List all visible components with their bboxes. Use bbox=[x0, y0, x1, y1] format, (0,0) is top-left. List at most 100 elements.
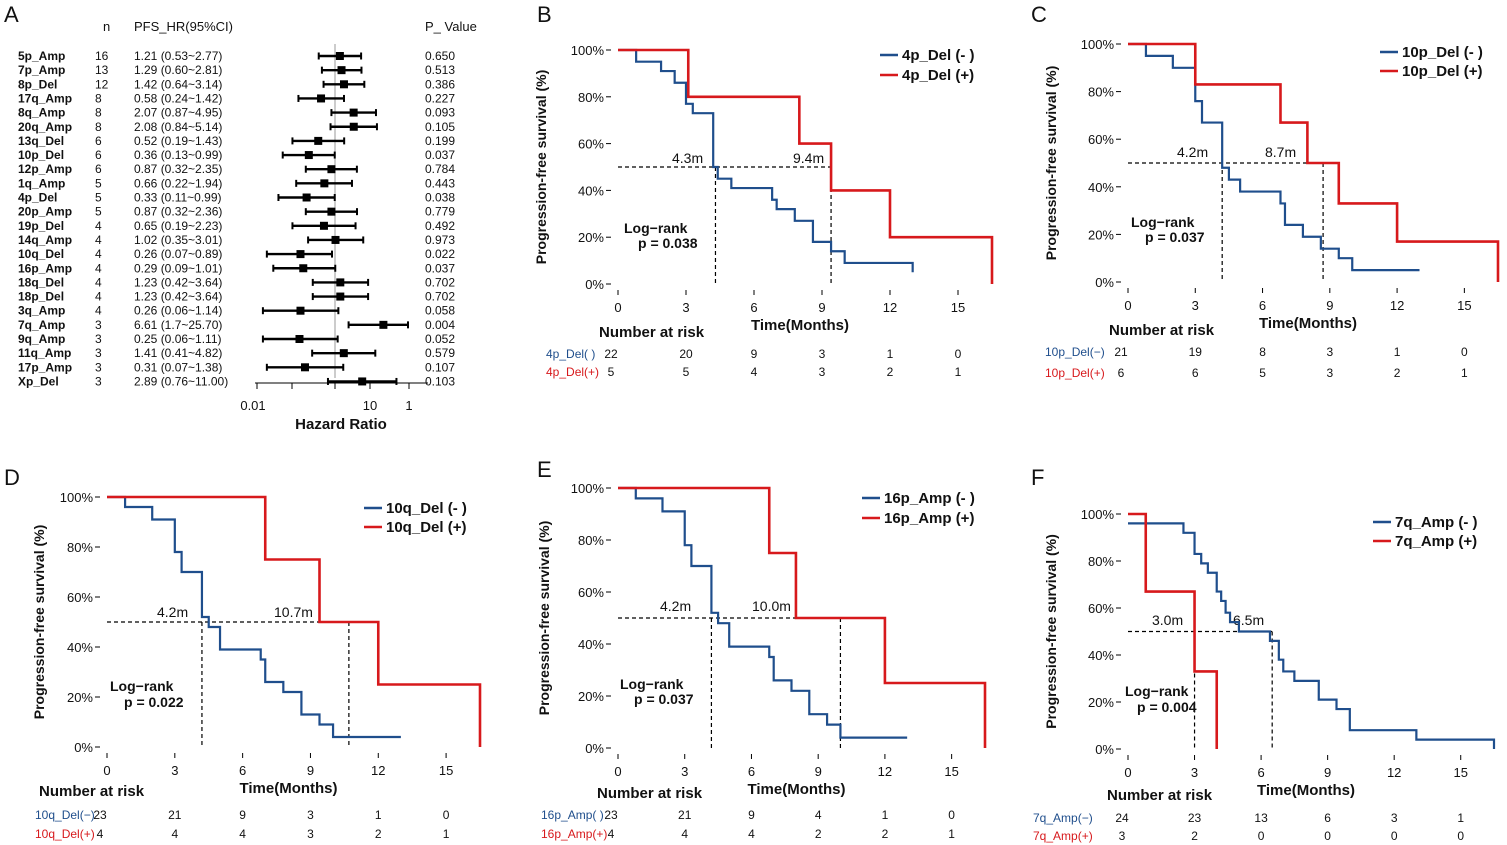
forest-point-estimate bbox=[337, 66, 346, 75]
km-y-tick-label: 80% bbox=[67, 540, 93, 555]
forest-header-hr: PFS_HR(95%CI) bbox=[134, 19, 233, 34]
km-legend-label: 10q_Del (+) bbox=[386, 519, 466, 536]
km-curve-negative bbox=[1128, 42, 1420, 272]
km-risk-value: 0 bbox=[1324, 829, 1331, 843]
km-median-label: 4.2m bbox=[660, 598, 691, 614]
km-median-label: 6.5m bbox=[1233, 612, 1264, 628]
km-logrank-pvalue: p = 0.022 bbox=[124, 694, 184, 710]
forest-row-n: 4 bbox=[95, 261, 102, 275]
km-y-tick-label: 20% bbox=[578, 689, 604, 704]
km-risk-row-label: 4p_Del(+) bbox=[546, 365, 599, 379]
forest-row-n: 5 bbox=[95, 176, 102, 190]
forest-row-p: 0.973 bbox=[425, 233, 455, 247]
forest-point-estimate bbox=[299, 264, 308, 273]
forest-row-name: 14q_Amp bbox=[18, 233, 72, 247]
forest-row-p: 0.052 bbox=[425, 332, 455, 346]
km-x-tick-label: 15 bbox=[944, 764, 958, 779]
km-risk-value: 0 bbox=[1461, 345, 1468, 359]
forest-row-name: 17q_Amp bbox=[18, 91, 72, 105]
km-x-tick-label: 15 bbox=[951, 300, 965, 315]
km-x-tick-label: 12 bbox=[883, 300, 897, 315]
km-logrank-title: Log−rank bbox=[624, 220, 688, 236]
km-x-tick-label: 6 bbox=[748, 764, 755, 779]
forest-row-p: 0.227 bbox=[425, 91, 455, 105]
forest-point-estimate bbox=[331, 235, 340, 244]
forest-row-hr: 6.61 (1.7~25.70) bbox=[134, 318, 222, 332]
km-y-tick-label: 40% bbox=[67, 640, 93, 655]
km-risk-value: 8 bbox=[1259, 345, 1266, 359]
km-y-tick-label: 0% bbox=[585, 741, 604, 756]
km-risk-value: 4 bbox=[97, 827, 104, 841]
forest-row-p: 0.702 bbox=[425, 275, 455, 289]
km-risk-value: 20 bbox=[679, 347, 693, 361]
km-y-axis-title: Progression-free survival (%) bbox=[1043, 534, 1059, 729]
forest-row-p: 0.037 bbox=[425, 261, 455, 275]
forest-row-name: 9q_Amp bbox=[18, 332, 65, 346]
forest-row-n: 16 bbox=[95, 49, 109, 63]
km-x-tick-label: 0 bbox=[614, 764, 621, 779]
panel-label: F bbox=[1031, 465, 1044, 490]
km-y-tick-label: 40% bbox=[578, 637, 604, 652]
km-y-axis-title: Progression-free survival (%) bbox=[533, 70, 549, 265]
forest-header-n: n bbox=[103, 19, 110, 34]
forest-row-n: 4 bbox=[95, 275, 102, 289]
km-risk-row-label: 10p_Del(−) bbox=[1045, 345, 1105, 359]
km-risk-value: 0 bbox=[955, 347, 962, 361]
forest-row-name: 16p_Amp bbox=[18, 261, 72, 275]
forest-row-p: 0.513 bbox=[425, 63, 455, 77]
km-y-axis-title: Progression-free survival (%) bbox=[31, 525, 47, 720]
km-curve-positive bbox=[618, 48, 994, 284]
km-risk-value: 3 bbox=[1391, 811, 1398, 825]
km-median-label: 3.0m bbox=[1152, 612, 1183, 628]
forest-row-p: 0.579 bbox=[425, 346, 455, 360]
km-risk-value: 3 bbox=[1326, 345, 1333, 359]
forest-row-hr: 0.26 (0.07~0.89) bbox=[134, 247, 222, 261]
km-risk-row-label: 10q_Del(+) bbox=[35, 827, 95, 841]
km-risk-value: 1 bbox=[443, 827, 450, 841]
km-median-label: 10.7m bbox=[274, 604, 313, 620]
forest-row-name: 13q_Del bbox=[18, 134, 64, 148]
km-legend-label: 4p_Del (- ) bbox=[902, 47, 975, 64]
forest-row-name: 7p_Amp bbox=[18, 63, 65, 77]
km-legend-label: 4p_Del (+) bbox=[902, 67, 974, 84]
km-risk-value: 4 bbox=[171, 827, 178, 841]
km-curve-positive bbox=[618, 486, 987, 748]
km-risk-value: 6 bbox=[1192, 366, 1199, 380]
km-legend-label: 10p_Del (- ) bbox=[1402, 44, 1483, 61]
km-legend-label: 7q_Amp (- ) bbox=[1395, 514, 1478, 531]
forest-point-estimate bbox=[349, 122, 358, 131]
forest-row-p: 0.022 bbox=[425, 247, 455, 261]
km-risk-value: 1 bbox=[955, 365, 962, 379]
km-x-axis-title: Time(Months) bbox=[1259, 315, 1357, 332]
km-y-tick-label: 20% bbox=[1088, 695, 1114, 710]
km-y-tick-label: 80% bbox=[1088, 85, 1114, 100]
km-risk-value: 4 bbox=[681, 827, 688, 841]
km-risk-value: 3 bbox=[1326, 366, 1333, 380]
forest-row-name: Xp_Del bbox=[18, 374, 59, 388]
km-risk-value: 0 bbox=[1391, 829, 1398, 843]
forest-point-estimate bbox=[317, 94, 326, 103]
forest-row-p: 0.702 bbox=[425, 290, 455, 304]
forest-row-n: 3 bbox=[95, 374, 102, 388]
km-risk-value: 3 bbox=[307, 827, 314, 841]
km-logrank-pvalue: p = 0.037 bbox=[1145, 229, 1205, 245]
forest-row-p: 0.105 bbox=[425, 120, 455, 134]
forest-row-name: 7q_Amp bbox=[18, 318, 65, 332]
km-x-axis-title: Time(Months) bbox=[239, 780, 337, 797]
km-risk-value: 4 bbox=[239, 827, 246, 841]
km-risk-value: 2 bbox=[375, 827, 382, 841]
forest-point-estimate bbox=[339, 349, 348, 358]
km-risk-value: 0 bbox=[443, 808, 450, 822]
forest-row-n: 4 bbox=[95, 304, 102, 318]
km-risk-value: 9 bbox=[751, 347, 758, 361]
forest-row-n: 3 bbox=[95, 346, 102, 360]
forest-row-hr: 1.23 (0.42~3.64) bbox=[134, 275, 222, 289]
km-risk-value: 0 bbox=[1258, 829, 1265, 843]
km-y-tick-label: 20% bbox=[67, 690, 93, 705]
km-x-tick-label: 0 bbox=[1124, 765, 1131, 780]
km-y-tick-label: 40% bbox=[1088, 180, 1114, 195]
km-risk-title: Number at risk bbox=[599, 324, 705, 341]
